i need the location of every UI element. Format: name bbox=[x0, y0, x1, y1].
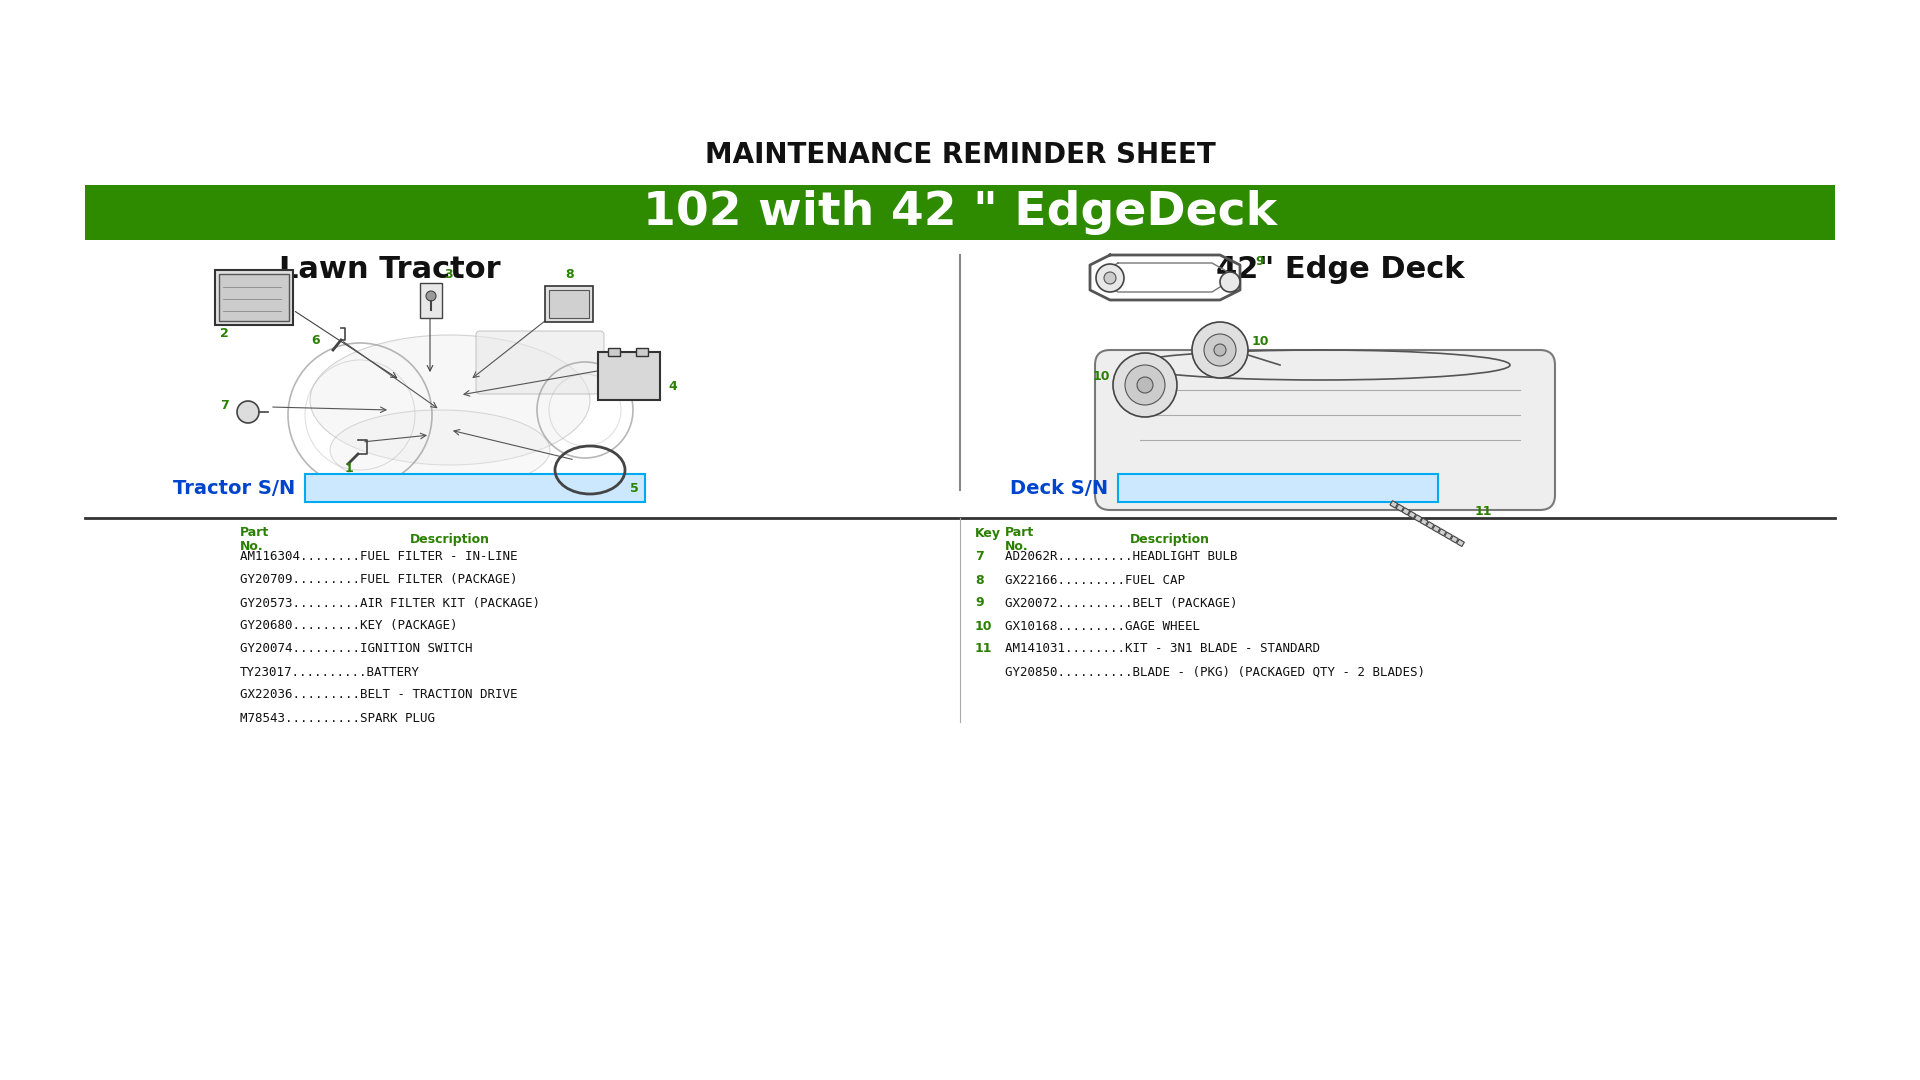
Bar bbox=[420, 283, 442, 318]
Text: GY20680.........KEY (PACKAGE): GY20680.........KEY (PACKAGE) bbox=[240, 620, 457, 633]
Bar bbox=[1421, 518, 1428, 526]
Bar bbox=[549, 291, 589, 318]
Bar bbox=[545, 286, 593, 322]
Text: GX22166.........FUEL CAP: GX22166.........FUEL CAP bbox=[1004, 573, 1185, 586]
Text: Part: Part bbox=[1004, 526, 1035, 540]
Text: 8: 8 bbox=[975, 573, 983, 586]
Bar bbox=[1415, 515, 1423, 522]
Bar bbox=[1402, 508, 1409, 515]
Ellipse shape bbox=[309, 335, 589, 465]
Circle shape bbox=[1192, 322, 1248, 378]
Circle shape bbox=[1125, 365, 1165, 405]
Text: 4: 4 bbox=[668, 380, 676, 393]
Bar bbox=[1444, 532, 1452, 540]
Bar bbox=[305, 474, 645, 502]
Text: GX20072..........BELT (PACKAGE): GX20072..........BELT (PACKAGE) bbox=[1004, 596, 1238, 609]
Circle shape bbox=[1104, 272, 1116, 284]
Bar bbox=[636, 348, 649, 356]
Text: GY20573.........AIR FILTER KIT (PACKAGE): GY20573.........AIR FILTER KIT (PACKAGE) bbox=[240, 596, 540, 609]
Bar bbox=[1427, 522, 1434, 529]
Text: No.: No. bbox=[240, 540, 263, 553]
Circle shape bbox=[236, 401, 259, 423]
Text: Deck S/N: Deck S/N bbox=[1010, 478, 1108, 498]
Circle shape bbox=[1213, 345, 1227, 356]
Text: 2: 2 bbox=[221, 327, 228, 340]
Text: 8: 8 bbox=[564, 268, 574, 281]
Bar bbox=[597, 352, 660, 400]
Circle shape bbox=[1096, 264, 1123, 292]
Text: GY20850..........BLADE - (PKG) (PACKAGED QTY - 2 BLADES): GY20850..........BLADE - (PKG) (PACKAGED… bbox=[1004, 665, 1425, 678]
Circle shape bbox=[1137, 377, 1154, 393]
Circle shape bbox=[1204, 334, 1236, 366]
Text: Key: Key bbox=[975, 526, 1000, 540]
Text: 42" Edge Deck: 42" Edge Deck bbox=[1215, 256, 1465, 284]
Text: AD2062R..........HEADLIGHT BULB: AD2062R..........HEADLIGHT BULB bbox=[1004, 551, 1238, 564]
Text: AM141031........KIT - 3N1 BLADE - STANDARD: AM141031........KIT - 3N1 BLADE - STANDA… bbox=[1004, 643, 1321, 656]
Text: 3: 3 bbox=[444, 268, 453, 281]
Text: Description: Description bbox=[411, 534, 490, 546]
Bar bbox=[1396, 504, 1404, 512]
Text: 11: 11 bbox=[1475, 505, 1492, 518]
Text: 7: 7 bbox=[221, 399, 228, 411]
Text: 7: 7 bbox=[975, 551, 983, 564]
Bar bbox=[1407, 511, 1415, 518]
Text: GX22036.........BELT - TRACTION DRIVE: GX22036.........BELT - TRACTION DRIVE bbox=[240, 689, 518, 702]
Text: Lawn Tractor: Lawn Tractor bbox=[278, 256, 501, 284]
Text: GY20709.........FUEL FILTER (PACKAGE): GY20709.........FUEL FILTER (PACKAGE) bbox=[240, 573, 518, 586]
Bar bbox=[1438, 529, 1446, 536]
Text: 6: 6 bbox=[311, 334, 319, 347]
Text: 9: 9 bbox=[975, 596, 983, 609]
FancyBboxPatch shape bbox=[1094, 350, 1555, 510]
Circle shape bbox=[1219, 272, 1240, 292]
Text: Description: Description bbox=[1131, 534, 1210, 546]
Text: 9: 9 bbox=[1256, 255, 1263, 268]
Circle shape bbox=[1114, 353, 1177, 417]
Bar bbox=[84, 185, 1836, 240]
Bar bbox=[609, 348, 620, 356]
Bar bbox=[1390, 501, 1398, 508]
Text: No.: No. bbox=[1004, 540, 1029, 553]
Bar bbox=[219, 274, 290, 321]
Text: AM116304........FUEL FILTER - IN-LINE: AM116304........FUEL FILTER - IN-LINE bbox=[240, 551, 518, 564]
Text: 10: 10 bbox=[1092, 370, 1110, 383]
Text: 11: 11 bbox=[975, 643, 993, 656]
Circle shape bbox=[426, 291, 436, 301]
Text: 10: 10 bbox=[1252, 335, 1269, 348]
Text: GX10168.........GAGE WHEEL: GX10168.........GAGE WHEEL bbox=[1004, 620, 1200, 633]
Ellipse shape bbox=[330, 410, 549, 490]
Text: MAINTENANCE REMINDER SHEET: MAINTENANCE REMINDER SHEET bbox=[705, 141, 1215, 168]
Bar bbox=[1457, 539, 1465, 546]
Text: TY23017..........BATTERY: TY23017..........BATTERY bbox=[240, 665, 420, 678]
Text: 102 with 42 " EdgeDeck: 102 with 42 " EdgeDeck bbox=[643, 190, 1277, 235]
Text: 10: 10 bbox=[975, 620, 993, 633]
Text: Part: Part bbox=[240, 526, 269, 540]
Text: GY20074.........IGNITION SWITCH: GY20074.........IGNITION SWITCH bbox=[240, 643, 472, 656]
Text: 1: 1 bbox=[346, 462, 353, 475]
Text: 5: 5 bbox=[630, 482, 639, 495]
Bar bbox=[1432, 525, 1440, 532]
Text: Tractor S/N: Tractor S/N bbox=[173, 478, 296, 498]
Bar bbox=[1117, 474, 1438, 502]
Text: M78543..........SPARK PLUG: M78543..........SPARK PLUG bbox=[240, 712, 436, 725]
Bar bbox=[1452, 536, 1459, 543]
FancyBboxPatch shape bbox=[476, 330, 605, 394]
Bar bbox=[215, 270, 294, 325]
